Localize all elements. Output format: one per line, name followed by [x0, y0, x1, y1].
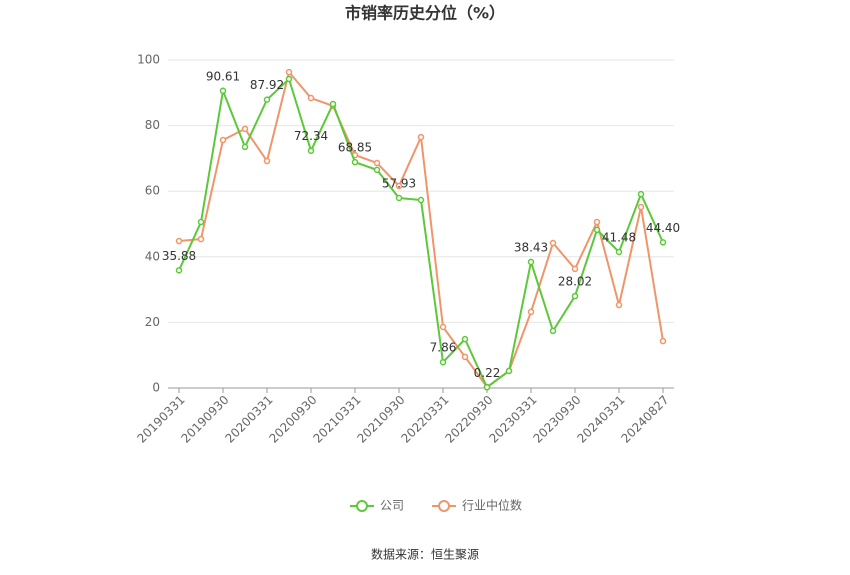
point [527, 308, 535, 316]
point [615, 248, 623, 256]
point [571, 265, 579, 273]
point [307, 94, 315, 102]
legend-label: 行业中位数 [462, 498, 522, 513]
data-label: 41.48 [602, 230, 636, 244]
point [417, 133, 425, 141]
point [571, 292, 579, 300]
point [461, 335, 469, 343]
data-label: 90.61 [206, 69, 240, 83]
series-line [178, 70, 664, 389]
point [329, 100, 337, 108]
data-label: 28.02 [558, 275, 592, 289]
point [593, 226, 601, 234]
data-label: 0.22 [474, 366, 501, 380]
point [241, 125, 249, 133]
point [307, 147, 315, 154]
data-label: 44.40 [646, 221, 680, 235]
y-tick-label: 60 [145, 184, 160, 198]
point [395, 194, 403, 202]
legend-marker [438, 500, 451, 512]
point [373, 166, 381, 174]
data-label: 68.85 [338, 141, 372, 155]
point [637, 203, 645, 211]
point [615, 301, 623, 309]
y-tick-label: 20 [145, 315, 160, 329]
point [461, 353, 469, 361]
point [549, 239, 557, 247]
point [527, 258, 535, 266]
point [285, 75, 293, 83]
y-tick-label: 80 [145, 118, 160, 132]
point [439, 358, 447, 366]
data-label: 72.34 [294, 129, 328, 143]
point [505, 367, 513, 375]
point [659, 337, 667, 345]
point [263, 96, 271, 103]
point [395, 182, 403, 190]
point [175, 237, 183, 245]
point [373, 159, 381, 167]
legend-label: 公司 [380, 499, 404, 513]
point [483, 384, 491, 391]
point [197, 218, 205, 226]
point [417, 196, 425, 204]
point [285, 68, 293, 76]
point [241, 143, 249, 151]
point [439, 323, 447, 331]
point [197, 235, 205, 243]
point [549, 327, 557, 335]
data-label: 57.93 [382, 176, 416, 190]
point [637, 190, 645, 198]
point [659, 239, 667, 246]
chart-title: 市销率历史分位（%） [345, 4, 505, 23]
x-tick-label: 20240827 [619, 393, 672, 446]
legend-marker [356, 500, 368, 512]
point [219, 136, 227, 144]
y-tick-label: 100 [137, 53, 160, 67]
data-label: 38.43 [514, 240, 548, 254]
point [175, 267, 183, 274]
y-tick-label: 0 [152, 381, 160, 395]
data-label: 35.88 [162, 249, 196, 263]
point [351, 158, 359, 166]
y-tick-label: 40 [145, 249, 160, 263]
point [219, 87, 227, 95]
data-label: 87.92 [250, 78, 284, 92]
point [593, 218, 601, 226]
data-label: 7.86 [430, 341, 457, 355]
source: 数据来源：恒生聚源 [371, 547, 479, 562]
point [263, 157, 271, 165]
